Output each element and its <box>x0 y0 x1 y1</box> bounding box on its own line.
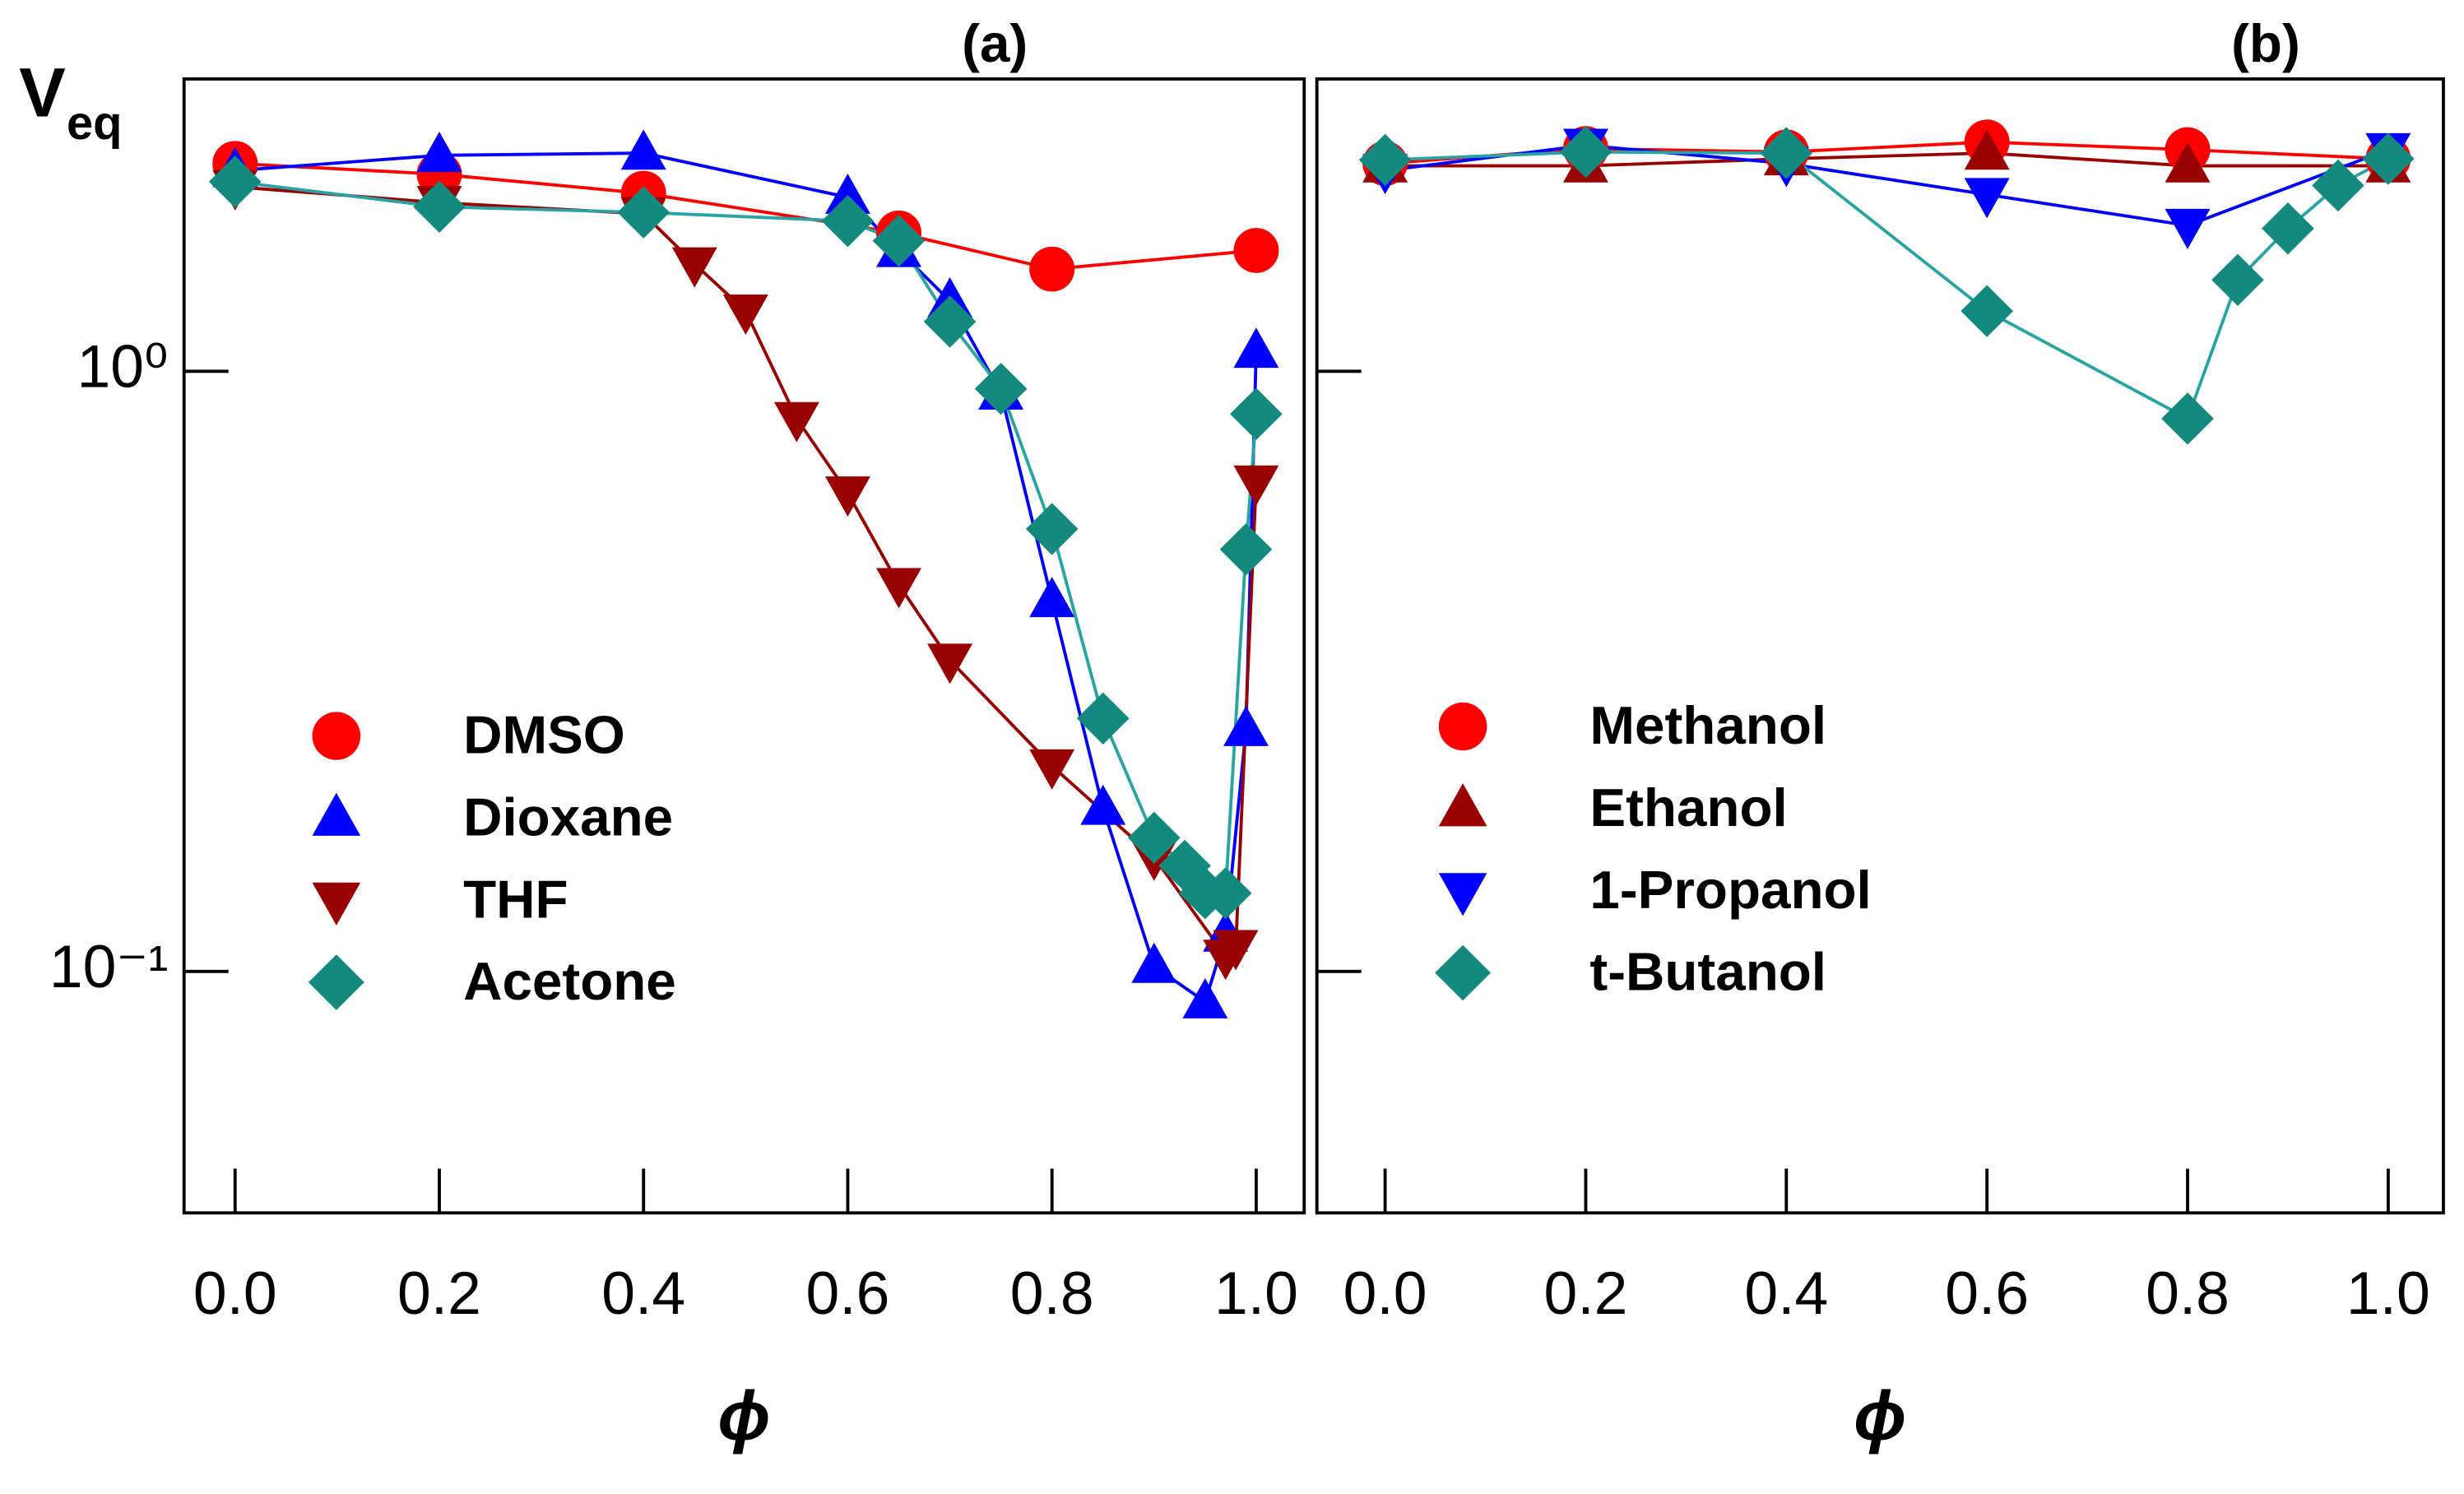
plot-frame <box>1315 77 2445 1215</box>
x-tick-label: 1.0 <box>1214 1260 1298 1327</box>
legend-label: t-Butanol <box>1589 942 1826 1002</box>
legend-marker <box>312 792 361 836</box>
marker <box>722 294 768 335</box>
marker <box>1219 523 1273 576</box>
marker <box>671 247 717 288</box>
marker <box>1230 387 1283 440</box>
marker <box>413 180 466 234</box>
legend-label: Methanol <box>1589 695 1826 755</box>
marker <box>2165 142 2211 183</box>
marker <box>876 568 921 609</box>
marker <box>416 132 462 173</box>
series-line <box>234 151 1258 1005</box>
legend-marker <box>1435 944 1492 1001</box>
legend-label: Ethanol <box>1589 777 1787 837</box>
legend-marker <box>1438 873 1487 916</box>
x-label: ϕ <box>717 1376 770 1455</box>
legend-label: Acetone <box>463 951 676 1011</box>
marker <box>923 295 977 348</box>
marker <box>1080 784 1126 825</box>
legend-marker <box>1438 783 1487 827</box>
y-label: V <box>19 53 66 132</box>
legend-label: Dioxane <box>463 787 673 847</box>
marker <box>821 194 875 248</box>
x-tick-label: 0.4 <box>601 1260 685 1327</box>
marker <box>617 186 671 239</box>
y-label-sub: eq <box>67 97 123 150</box>
x-tick-label: 0.0 <box>1343 1260 1427 1327</box>
legend-marker <box>308 954 364 1010</box>
marker <box>1961 285 2013 337</box>
marker <box>2165 208 2211 249</box>
legend-marker <box>312 712 361 760</box>
marker <box>620 129 666 170</box>
marker <box>2362 132 2415 185</box>
marker <box>1964 129 2010 170</box>
marker <box>1233 327 1279 369</box>
marker <box>824 173 870 214</box>
panel-title: (b) <box>2231 13 2300 73</box>
x-tick-label: 0.6 <box>806 1260 890 1327</box>
marker <box>1029 577 1075 618</box>
series-line <box>1385 143 2389 228</box>
marker <box>208 155 262 208</box>
legend-marker <box>312 882 361 926</box>
marker <box>1233 465 1279 506</box>
marker <box>1029 749 1075 790</box>
marker <box>1964 178 2010 219</box>
x-tick-label: 0.8 <box>1010 1260 1094 1327</box>
marker <box>974 362 1028 415</box>
x-tick-label: 0.4 <box>1744 1260 1828 1327</box>
legend-label: 1-Propanol <box>1589 860 1871 920</box>
marker <box>2161 392 2214 445</box>
plot-frame <box>182 77 1306 1215</box>
legend-label: DMSO <box>463 705 625 765</box>
marker <box>824 476 870 517</box>
series-line <box>234 161 1257 271</box>
x-tick-label: 0.8 <box>2146 1260 2230 1327</box>
marker <box>1076 692 1130 745</box>
marker <box>1223 705 1269 746</box>
x-tick-label: 0.2 <box>397 1260 481 1327</box>
marker <box>1127 811 1181 865</box>
marker <box>1025 503 1079 555</box>
marker <box>1760 127 1813 179</box>
series-line <box>1385 151 2388 168</box>
x-tick-label: 0.2 <box>1544 1260 1628 1327</box>
marker <box>1213 930 1259 971</box>
panel-title: (a) <box>962 13 1028 73</box>
marker <box>2262 202 2314 255</box>
y-tick-label: 10⁻¹ <box>49 934 169 1000</box>
x-label: ϕ <box>1854 1376 1906 1455</box>
marker <box>2211 253 2264 306</box>
x-tick-label: 0.6 <box>1945 1260 2029 1327</box>
x-tick-label: 1.0 <box>2346 1260 2430 1327</box>
marker <box>1131 942 1177 983</box>
marker <box>1358 133 1412 187</box>
x-tick-label: 0.0 <box>193 1260 277 1327</box>
legend-marker <box>1438 702 1487 751</box>
marker <box>1029 246 1075 292</box>
marker <box>773 401 819 443</box>
y-tick-label: 10⁰ <box>77 334 169 401</box>
marker <box>1182 977 1228 1018</box>
marker <box>1233 228 1279 273</box>
legend-label: THF <box>463 869 568 929</box>
marker <box>927 643 973 684</box>
